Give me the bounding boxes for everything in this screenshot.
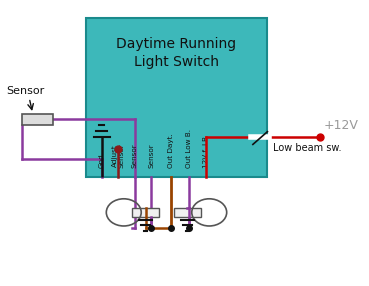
Text: Sensor: Sensor [148, 144, 154, 168]
Text: Low beam sw.: Low beam sw. [273, 143, 341, 153]
Text: Sensor: Sensor [6, 86, 45, 96]
Text: Daytime Running
Light Switch: Daytime Running Light Switch [117, 37, 237, 69]
Text: Out Low B.: Out Low B. [186, 130, 192, 168]
Text: Sensor: Sensor [132, 144, 138, 168]
Text: +12V: +12V [324, 119, 359, 132]
Bar [174, 208, 201, 217]
Text: Adjust
Sensor: Adjust Sensor [112, 144, 125, 168]
Bar [132, 208, 159, 217]
Text: Gnd: Gnd [99, 154, 105, 168]
Bar [22, 114, 53, 125]
Text: 12V f. LB: 12V f. LB [203, 136, 208, 168]
Text: Out Dayt.: Out Dayt. [168, 134, 174, 168]
Bar [86, 18, 268, 177]
